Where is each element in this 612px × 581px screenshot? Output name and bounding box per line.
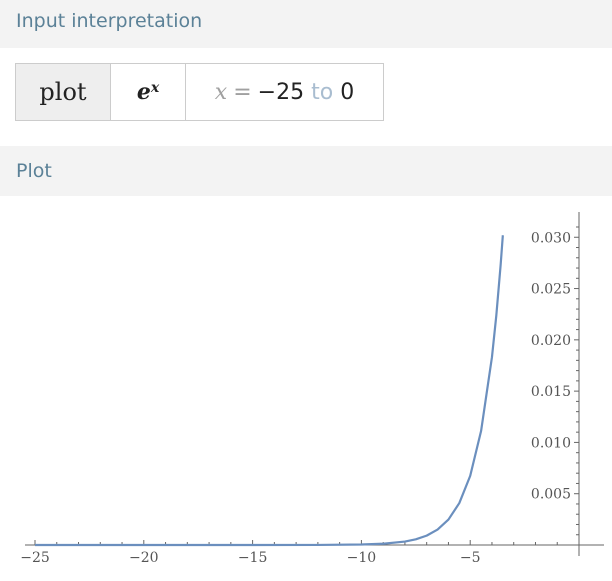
y-tick-label: 0.020 <box>531 333 571 349</box>
command-label: plot <box>39 78 87 106</box>
y-tick-label: 0.010 <box>531 435 571 451</box>
range-cell: x = −25 to 0 <box>186 64 383 120</box>
x-tick-label: −10 <box>347 550 377 566</box>
range-equals: = <box>233 79 252 105</box>
plot-chart: −25 −20 −15 −10 −5 0.005 0.010 0.015 0.020 0.025 0… <box>20 212 604 566</box>
command-cell: plot <box>16 64 111 120</box>
plot-title: Plot <box>16 160 52 182</box>
y-tick-label: 0.005 <box>531 487 571 503</box>
series-line <box>35 235 504 547</box>
range-from: −25 <box>257 79 305 105</box>
function-exponent: x <box>150 80 160 96</box>
y-tick-label: 0.015 <box>531 384 571 400</box>
range-to-word: to <box>311 79 334 105</box>
range-variable: x <box>214 79 228 105</box>
range-to: 0 <box>340 79 355 105</box>
x-tick-label: −25 <box>20 550 50 566</box>
x-tick-label: −20 <box>129 550 159 566</box>
plot-header: Plot <box>0 146 612 196</box>
function-base: e <box>136 79 151 105</box>
x-tick-label: −15 <box>238 550 268 566</box>
input-interpretation-header: Input interpretation <box>0 0 612 48</box>
x-tick-label: −5 <box>460 550 481 566</box>
y-tick-label: 0.030 <box>531 230 571 246</box>
input-interpretation-title: Input interpretation <box>16 10 203 32</box>
y-tick-label: 0.025 <box>531 282 571 298</box>
